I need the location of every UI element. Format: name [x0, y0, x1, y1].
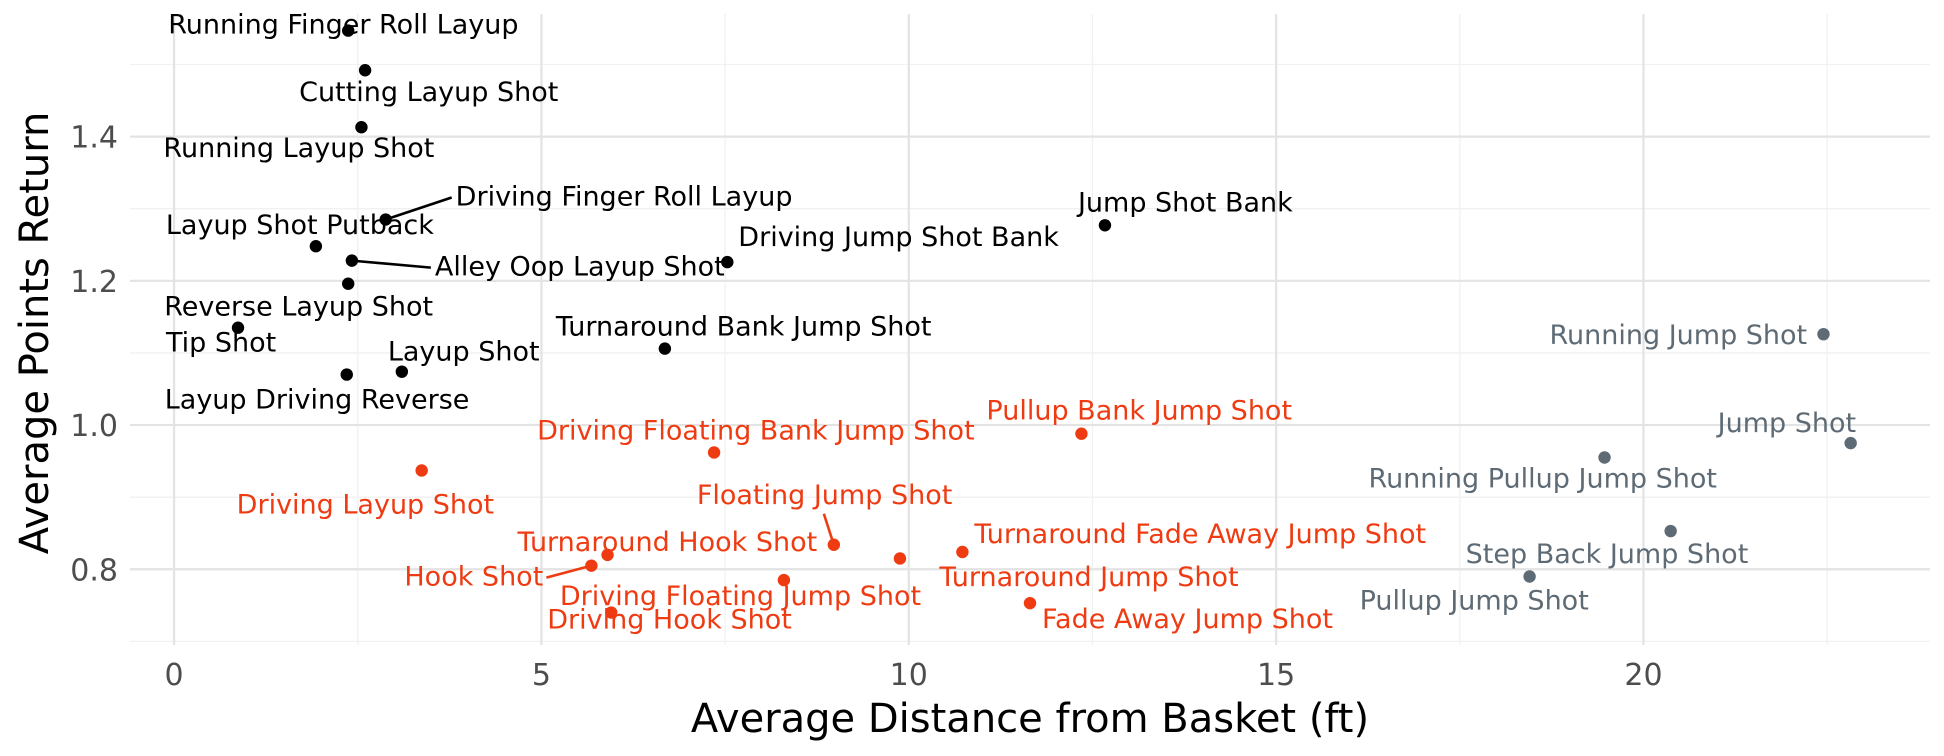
x-tick-label: 10 [890, 658, 928, 693]
y-tick-label: 1.2 [70, 265, 118, 300]
point-label: Cutting Layup Shot [299, 77, 558, 108]
point-label: Jump Shot Bank [1076, 187, 1293, 218]
point-label: Step Back Jump Shot [1466, 539, 1749, 570]
point-label: Turnaround Jump Shot [938, 562, 1238, 593]
data-points [231, 24, 1857, 619]
y-tick-label: 1.4 [70, 121, 118, 156]
x-tick-label: 5 [532, 658, 551, 693]
x-axis-ticks: 0 5 10 15 20 [165, 658, 1663, 693]
data-point [1523, 570, 1536, 583]
data-point [395, 365, 409, 378]
y-tick-label: 1.0 [70, 409, 118, 444]
data-point [342, 24, 355, 37]
data-point [707, 446, 721, 459]
data-point [355, 121, 368, 134]
data-point [658, 342, 672, 355]
data-point [721, 255, 734, 269]
data-point [585, 559, 598, 572]
point-label: Pullup Bank Jump Shot [986, 396, 1292, 427]
point-label: Running Finger Roll Layup [168, 10, 518, 41]
point-labels: Running Finger Roll Layup Cutting Layup S… [163, 10, 1856, 636]
point-label: Layup Shot Putback [166, 210, 434, 241]
data-point [1664, 524, 1677, 538]
x-tick-label: 15 [1257, 658, 1295, 693]
data-point [340, 368, 353, 381]
point-label: Driving Hook Shot [547, 605, 792, 636]
point-label: Running Layup Shot [163, 133, 434, 164]
data-point [1817, 327, 1830, 341]
data-point [345, 254, 359, 267]
point-label: Pullup Jump Shot [1360, 585, 1589, 616]
point-label: Jump Shot [1716, 408, 1856, 439]
data-point [342, 277, 355, 290]
point-label: Driving Floating Bank Jump Shot [537, 415, 975, 446]
data-point [231, 321, 245, 334]
data-point [893, 552, 907, 565]
data-point [1075, 427, 1088, 440]
point-label: Turnaround Hook Shot [517, 527, 818, 558]
data-point [956, 545, 969, 559]
point-label: Driving Layup Shot [237, 489, 494, 520]
data-point [379, 213, 392, 226]
point-label: Driving Floating Jump Shot [560, 581, 921, 612]
x-axis-title: Average Distance from Basket (ft) [691, 696, 1369, 742]
label-leader-line [546, 564, 592, 579]
point-label: Fade Away Jump Shot [1042, 604, 1333, 635]
data-point [1598, 451, 1611, 464]
y-axis-ticks: 0.8 1.0 1.2 1.4 [70, 121, 118, 589]
data-point [601, 548, 614, 562]
x-tick-label: 0 [165, 658, 184, 693]
data-point [605, 606, 618, 619]
point-label: Driving Finger Roll Layup [456, 182, 793, 213]
data-point [309, 240, 323, 253]
major-gridlines [130, 14, 1930, 645]
data-point [1023, 596, 1037, 610]
point-label: Running Jump Shot [1549, 320, 1807, 351]
y-tick-label: 0.8 [70, 553, 118, 588]
point-label: Tip Shot [165, 328, 276, 359]
point-label: Alley Oop Layup Shot [435, 252, 725, 283]
label-leader-line [385, 196, 453, 221]
point-label: Turnaround Bank Jump Shot [555, 312, 932, 343]
x-tick-label: 20 [1624, 658, 1662, 693]
data-point [358, 64, 372, 77]
data-point [415, 464, 428, 477]
data-point [827, 538, 841, 551]
point-label: Layup Shot [388, 337, 540, 368]
y-axis-title: Average Points Return [12, 112, 58, 555]
point-label: Floating Jump Shot [697, 480, 952, 511]
point-label: Driving Jump Shot Bank [738, 222, 1059, 253]
point-label: Running Pullup Jump Shot [1369, 464, 1717, 495]
point-label: Hook Shot [404, 562, 543, 593]
data-point [1098, 219, 1112, 232]
point-label: Layup Driving Reverse [165, 385, 470, 416]
data-point [777, 573, 791, 587]
point-label: Turnaround Fade Away Jump Shot [973, 519, 1426, 550]
point-label: Reverse Layup Shot [164, 292, 433, 323]
label-leader-line [351, 259, 431, 269]
data-point [1844, 436, 1857, 450]
